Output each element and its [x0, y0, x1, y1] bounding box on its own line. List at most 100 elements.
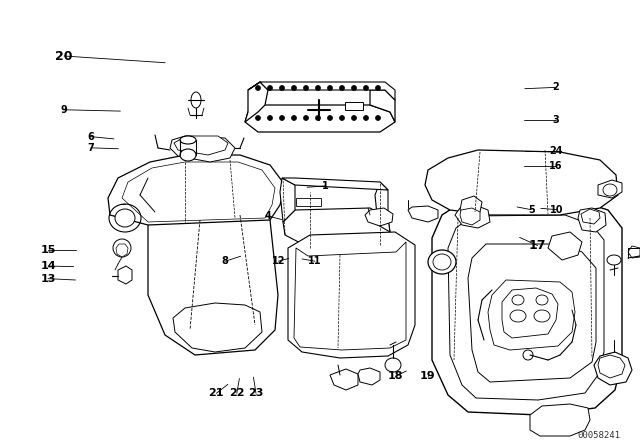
Ellipse shape: [523, 350, 533, 360]
Polygon shape: [245, 105, 395, 132]
Ellipse shape: [339, 86, 344, 90]
Polygon shape: [581, 209, 600, 224]
Ellipse shape: [255, 116, 260, 121]
Polygon shape: [122, 162, 275, 222]
Polygon shape: [370, 90, 395, 122]
Ellipse shape: [428, 250, 456, 274]
Polygon shape: [358, 368, 380, 385]
Polygon shape: [408, 206, 438, 222]
Text: 4: 4: [264, 211, 271, 221]
Ellipse shape: [376, 116, 381, 121]
Polygon shape: [548, 232, 582, 260]
Polygon shape: [628, 246, 640, 258]
Ellipse shape: [512, 295, 524, 305]
Ellipse shape: [328, 86, 333, 90]
Text: 12: 12: [271, 256, 285, 266]
Text: 16: 16: [548, 161, 563, 171]
Ellipse shape: [255, 86, 260, 90]
Polygon shape: [170, 136, 235, 162]
Ellipse shape: [303, 116, 308, 121]
Text: 8: 8: [222, 256, 228, 266]
Polygon shape: [116, 244, 128, 257]
Ellipse shape: [510, 310, 526, 322]
Polygon shape: [448, 215, 604, 400]
Ellipse shape: [268, 116, 273, 121]
Polygon shape: [455, 205, 490, 228]
Bar: [345, 102, 363, 110]
Polygon shape: [282, 178, 388, 190]
Text: 6: 6: [88, 132, 94, 142]
Ellipse shape: [385, 358, 401, 372]
Text: 7: 7: [88, 143, 94, 153]
Text: 17: 17: [529, 239, 547, 252]
Text: 20: 20: [55, 49, 73, 63]
Ellipse shape: [603, 184, 617, 196]
Ellipse shape: [536, 295, 548, 305]
Text: 11: 11: [308, 256, 322, 266]
Polygon shape: [375, 182, 390, 232]
Bar: [296, 198, 321, 206]
Polygon shape: [488, 280, 575, 350]
Polygon shape: [294, 242, 406, 350]
Text: 23: 23: [248, 388, 264, 398]
Text: 3: 3: [552, 115, 559, 125]
Ellipse shape: [291, 86, 296, 90]
Text: 10: 10: [550, 205, 564, 215]
Ellipse shape: [280, 86, 285, 90]
Text: 5: 5: [528, 205, 534, 215]
Text: 19: 19: [420, 371, 435, 381]
Ellipse shape: [180, 149, 196, 161]
Polygon shape: [460, 208, 480, 225]
Ellipse shape: [291, 116, 296, 121]
Text: 9: 9: [61, 105, 67, 115]
Polygon shape: [330, 369, 358, 390]
Polygon shape: [280, 178, 295, 222]
Polygon shape: [502, 288, 558, 338]
Polygon shape: [578, 208, 606, 232]
Ellipse shape: [534, 310, 550, 322]
Ellipse shape: [351, 116, 356, 121]
Polygon shape: [174, 136, 228, 155]
Polygon shape: [118, 266, 132, 284]
Ellipse shape: [364, 116, 369, 121]
Ellipse shape: [376, 86, 381, 90]
Ellipse shape: [328, 116, 333, 121]
Polygon shape: [245, 82, 268, 122]
Polygon shape: [108, 155, 285, 225]
Polygon shape: [598, 355, 625, 378]
Polygon shape: [530, 404, 590, 436]
Polygon shape: [598, 180, 622, 198]
Text: 2: 2: [552, 82, 559, 92]
Polygon shape: [460, 196, 482, 215]
Polygon shape: [425, 150, 618, 215]
Text: 15: 15: [40, 245, 56, 255]
Ellipse shape: [191, 92, 201, 108]
Text: 14: 14: [40, 261, 56, 271]
Ellipse shape: [268, 86, 273, 90]
Polygon shape: [594, 352, 632, 385]
Ellipse shape: [339, 116, 344, 121]
Polygon shape: [173, 303, 262, 352]
Ellipse shape: [316, 116, 321, 121]
Text: 00058241: 00058241: [578, 431, 621, 440]
Ellipse shape: [303, 86, 308, 90]
Ellipse shape: [316, 86, 321, 90]
Text: 18: 18: [388, 371, 403, 381]
Ellipse shape: [364, 86, 369, 90]
Polygon shape: [365, 208, 393, 226]
Polygon shape: [248, 82, 395, 100]
Polygon shape: [148, 210, 278, 355]
Text: 13: 13: [40, 274, 56, 284]
Polygon shape: [283, 208, 390, 248]
Ellipse shape: [433, 254, 451, 270]
Ellipse shape: [607, 255, 621, 265]
Ellipse shape: [351, 86, 356, 90]
Text: 22: 22: [229, 388, 244, 398]
Polygon shape: [468, 244, 596, 382]
Polygon shape: [288, 232, 415, 358]
Ellipse shape: [180, 136, 196, 144]
Text: 21: 21: [209, 388, 224, 398]
Text: 1: 1: [322, 181, 328, 191]
Text: 24: 24: [548, 146, 563, 155]
Ellipse shape: [280, 116, 285, 121]
